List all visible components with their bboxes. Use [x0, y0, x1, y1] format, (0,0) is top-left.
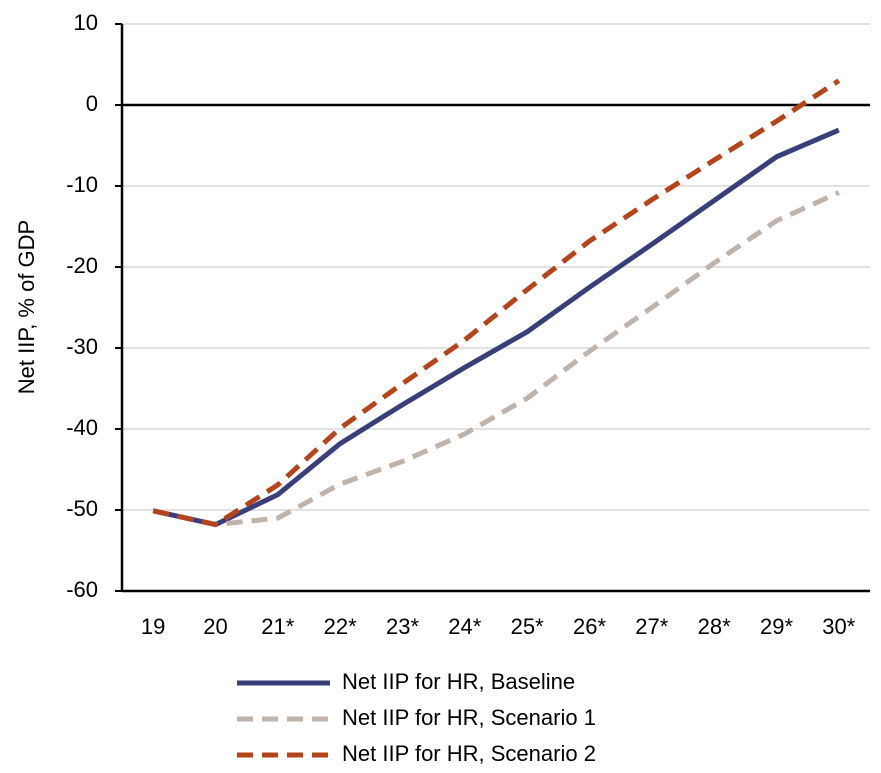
x-tick-label: 29*: [760, 614, 793, 639]
x-tick-label: 21*: [261, 614, 294, 639]
y-axis-title: Net IIP, % of GDP: [14, 220, 39, 394]
y-tick-label: -50: [66, 496, 98, 521]
legend-label: Net IIP for HR, Baseline: [342, 669, 575, 694]
x-tick-label: 20: [203, 614, 227, 639]
x-tick-label: 27*: [635, 614, 668, 639]
x-tick-label: 30*: [822, 614, 855, 639]
legend-label: Net IIP for HR, Scenario 2: [342, 741, 596, 766]
x-tick-label: 24*: [448, 614, 481, 639]
y-tick-label: -60: [66, 577, 98, 602]
y-tick-label: -40: [66, 415, 98, 440]
x-tick-label: 26*: [573, 614, 606, 639]
x-tick-label: 19: [141, 614, 165, 639]
y-tick-label: 10: [74, 10, 98, 35]
y-tick-label: -20: [66, 253, 98, 278]
x-tick-label: 22*: [324, 614, 357, 639]
legend-label: Net IIP for HR, Scenario 1: [342, 705, 596, 730]
series-line: [152, 78, 841, 528]
series-line: [152, 127, 840, 528]
x-tick-label: 25*: [511, 614, 544, 639]
y-tick-label: -30: [66, 334, 98, 359]
series-line: [152, 190, 840, 528]
x-tick-label: 23*: [386, 614, 419, 639]
x-tick-label: 28*: [698, 614, 731, 639]
y-tick-label: 0: [86, 91, 98, 116]
y-tick-label: -10: [66, 172, 98, 197]
